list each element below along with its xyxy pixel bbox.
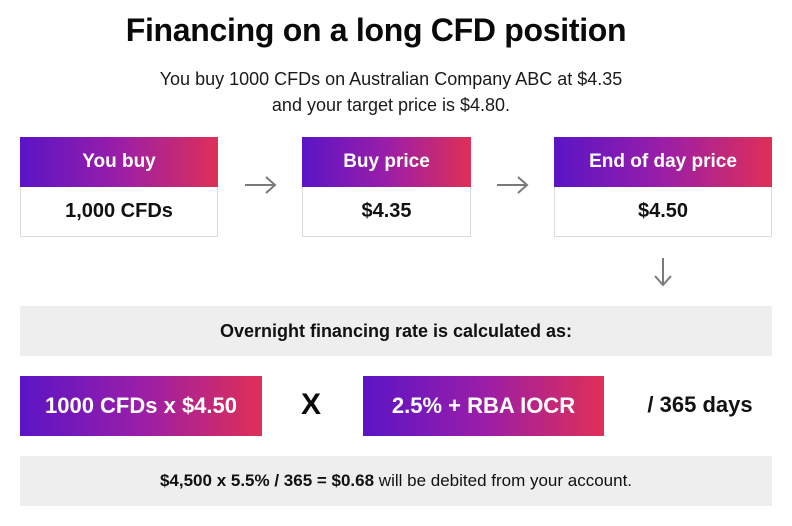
end-of-day-price-label: End of day price — [554, 137, 772, 187]
end-of-day-price-value: $4.50 — [554, 187, 772, 237]
page-title: Financing on a long CFD position — [125, 12, 627, 48]
arrow-right-icon — [245, 176, 277, 194]
rate-calculation-heading: Overnight financing rate is calculated a… — [20, 306, 772, 356]
end-of-day-price-card: End of day price $4.50 — [554, 137, 772, 237]
you-buy-card: You buy 1,000 CFDs — [20, 137, 218, 237]
subtitle: You buy 1000 CFDs on Australian Company … — [0, 66, 782, 118]
you-buy-value: 1,000 CFDs — [20, 187, 218, 237]
multiply-operator: X — [300, 388, 321, 421]
subtitle-line-1: You buy 1000 CFDs on Australian Company … — [159, 69, 623, 89]
divisor-days: / 365 days — [647, 392, 753, 417]
result-description: will be debited from your account. — [374, 471, 633, 490]
arrow-right-icon — [497, 176, 529, 194]
position-value-box: 1000 CFDs x $4.50 — [20, 376, 262, 436]
buy-price-value: $4.35 — [302, 187, 471, 237]
interest-rate-box: 2.5% + RBA IOCR — [363, 376, 604, 436]
you-buy-label: You buy — [20, 137, 218, 187]
arrow-down-icon — [654, 258, 672, 287]
subtitle-line-2: and your target price is $4.80. — [271, 95, 511, 115]
result-statement: $4,500 x 5.5% / 365 = $0.68 will be debi… — [20, 456, 772, 506]
buy-price-label: Buy price — [302, 137, 471, 187]
buy-price-card: Buy price $4.35 — [302, 137, 471, 237]
result-calculation: $4,500 x 5.5% / 365 = $0.68 — [159, 471, 375, 490]
